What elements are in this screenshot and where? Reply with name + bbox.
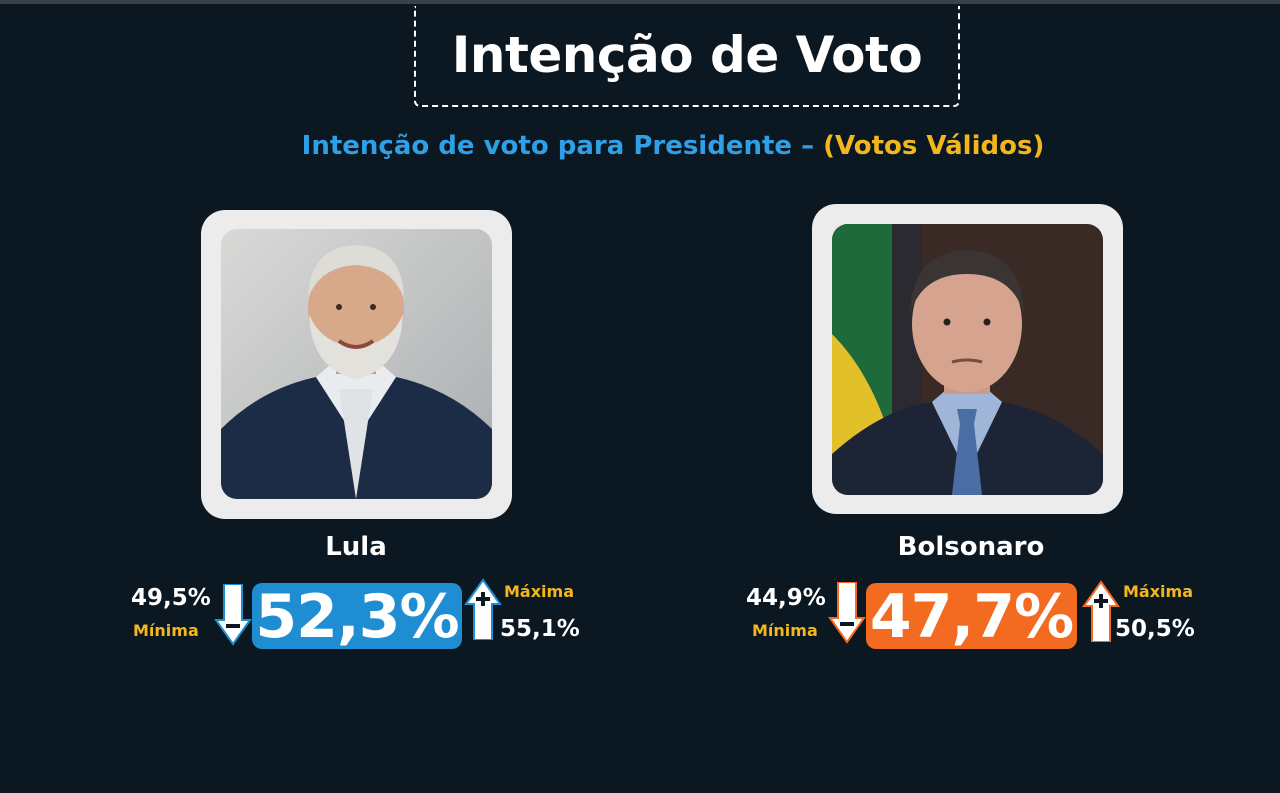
title-dashed-box — [414, 6, 960, 107]
candidate-name-bolsonaro: Bolsonaro — [897, 532, 1045, 562]
min-label-lula: Mínima — [133, 621, 199, 640]
max-label-bolsonaro: Máxima — [1123, 582, 1193, 601]
candidate-name-lula: Lula — [325, 532, 387, 562]
subtitle-main: Intenção de voto para Presidente – — [301, 131, 815, 161]
max-value-lula: 55,1% — [500, 616, 580, 642]
min-value-bolsonaro: 44,9% — [746, 585, 826, 611]
candidate-photo-lula — [221, 229, 492, 499]
arrow-up-plus-icon — [464, 578, 502, 640]
max-label-lula: Máxima — [504, 582, 574, 601]
main-percent-lula: 52,3% — [252, 583, 462, 651]
arrow-down-minus-icon — [214, 584, 252, 646]
min-label-bolsonaro: Mínima — [752, 621, 818, 640]
subtitle-highlight: (Votos Válidos) — [823, 131, 1045, 161]
candidate-photo-bolsonaro — [832, 224, 1103, 495]
max-value-bolsonaro: 50,5% — [1115, 616, 1195, 642]
page-title: Intenção de Voto — [451, 26, 923, 84]
page-subtitle: Intenção de voto para Presidente – (Voto… — [0, 128, 1280, 164]
min-value-lula: 49,5% — [131, 585, 211, 611]
arrow-down-minus-icon — [828, 582, 866, 644]
top-border — [0, 0, 1280, 4]
arrow-up-plus-icon — [1082, 580, 1120, 642]
main-percent-bolsonaro: 47,7% — [866, 583, 1077, 651]
